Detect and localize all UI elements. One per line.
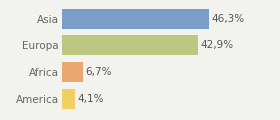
Bar [62,9,209,29]
Text: 6,7%: 6,7% [85,67,112,77]
Text: 42,9%: 42,9% [201,40,234,50]
Bar [62,35,198,55]
Bar [62,62,83,82]
Bar [62,89,75,109]
Text: 4,1%: 4,1% [77,94,104,104]
Text: 46,3%: 46,3% [212,14,245,24]
